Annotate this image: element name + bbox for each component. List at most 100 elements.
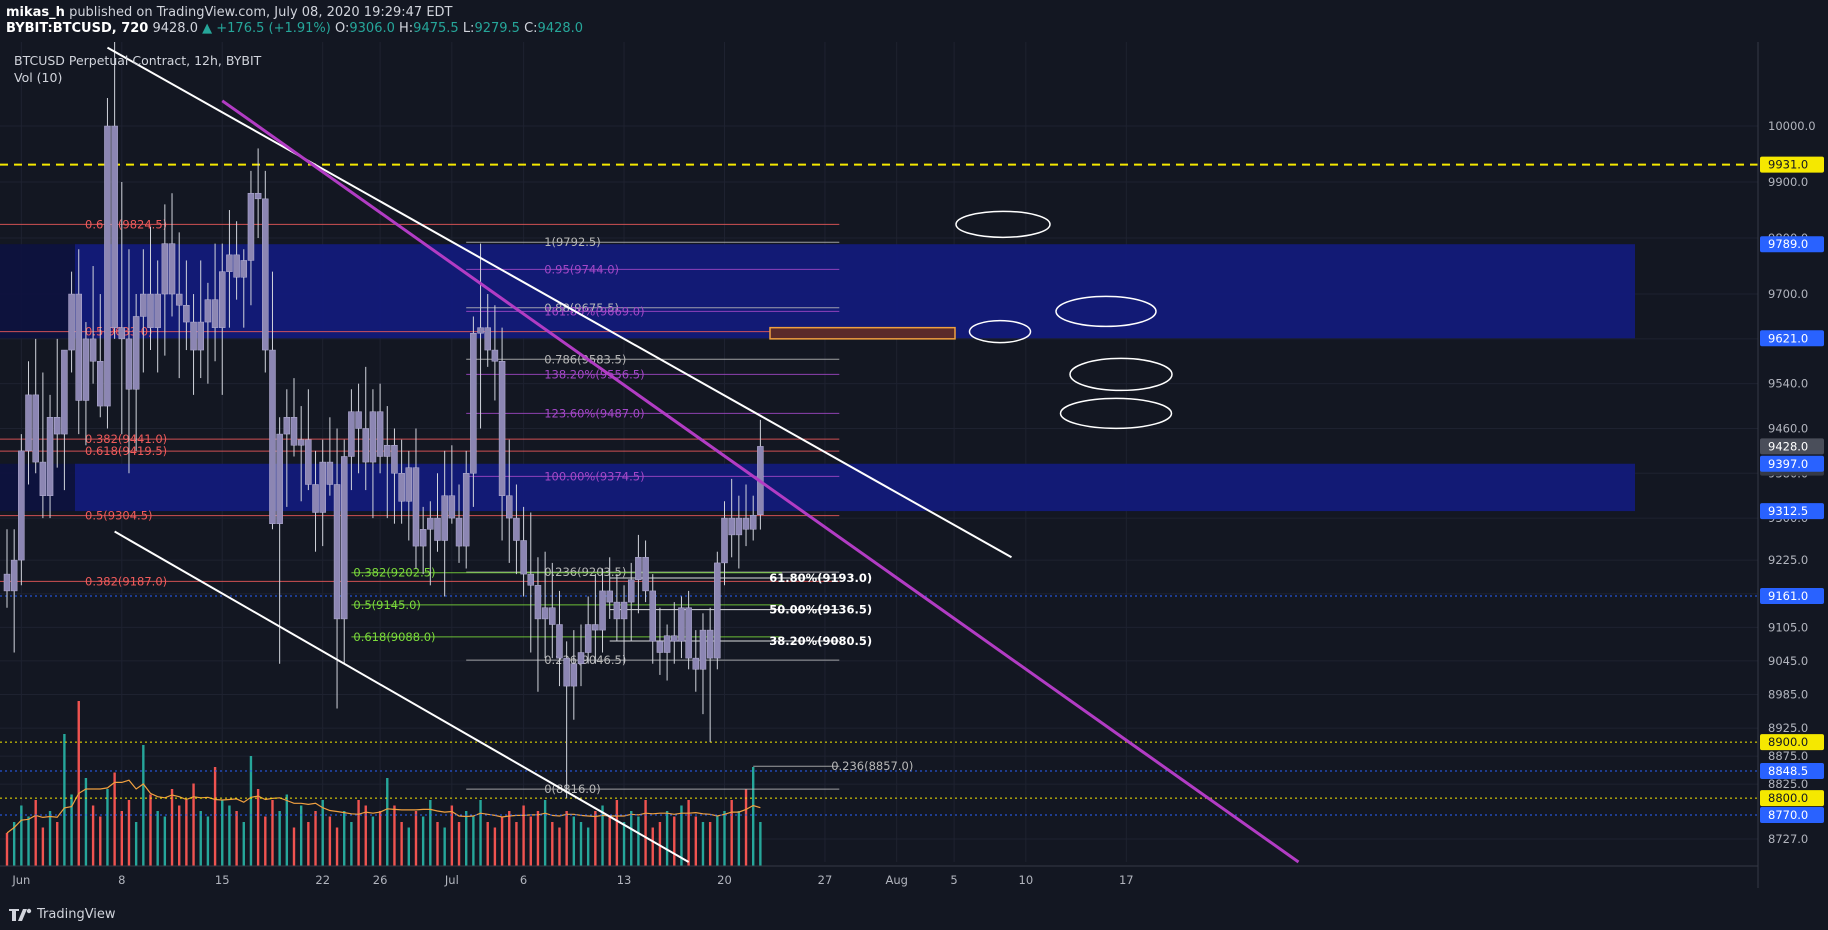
candle-body xyxy=(620,601,628,620)
price-label-box xyxy=(1760,587,1824,604)
price-label-text: 9931.0 xyxy=(1768,158,1808,172)
candle-body xyxy=(39,461,47,496)
time-tick-label: Jul xyxy=(444,873,459,887)
volume-bar xyxy=(192,783,195,866)
candle-body xyxy=(642,557,649,592)
price-label-box xyxy=(1760,790,1824,807)
time-tick-label: 8 xyxy=(118,873,125,887)
candle-body xyxy=(240,260,248,278)
volume-bar xyxy=(486,822,489,866)
time-tick-label: 27 xyxy=(818,873,833,887)
volume-bar xyxy=(407,827,410,866)
candle-body xyxy=(412,467,420,547)
price-label-box xyxy=(1760,455,1824,472)
price-tick-label: 9700.0 xyxy=(1768,287,1808,301)
chart-area[interactable]: 0.618(9824.5)0.5(9633.0)0.382(9441.0)0.6… xyxy=(0,42,1828,906)
trendline-channel-lower xyxy=(114,530,690,863)
volume-bar xyxy=(256,789,260,866)
price-label-box xyxy=(1760,438,1824,455)
time-tick-label: 17 xyxy=(1119,873,1134,887)
volume-bar xyxy=(70,794,73,866)
candle-body xyxy=(75,293,82,401)
zone-rect xyxy=(75,244,1635,339)
price-label-box xyxy=(1760,762,1824,779)
volume-bar xyxy=(414,811,418,866)
volume-bar xyxy=(500,816,504,866)
author-name[interactable]: mikas_h xyxy=(6,5,65,20)
candle-body xyxy=(125,338,133,390)
candle-body xyxy=(714,562,721,659)
volume-bar xyxy=(594,811,597,866)
volume-bar xyxy=(242,822,245,866)
volume-ma-line xyxy=(6,779,761,834)
candle-body xyxy=(448,495,456,519)
annotation-ellipse xyxy=(1055,295,1157,328)
candle-body xyxy=(32,394,39,463)
volume-bar xyxy=(178,805,181,866)
volume-bar xyxy=(292,827,296,866)
candle-body xyxy=(635,557,642,580)
symbol-label[interactable]: BYBIT:BTCUSD, 720 xyxy=(6,21,149,36)
candle-body xyxy=(599,590,606,631)
annotation-ellipse xyxy=(1069,357,1173,392)
volume-bar xyxy=(91,805,95,866)
volume-bar xyxy=(465,811,468,866)
volume-bar xyxy=(737,811,741,866)
candle-body xyxy=(340,456,348,620)
volume-bar xyxy=(551,822,554,866)
fib-level-label: 0.236(9203.5) xyxy=(544,565,626,579)
volume-bar xyxy=(120,811,123,866)
candle-body xyxy=(140,293,147,317)
volume-bar xyxy=(199,811,202,866)
volume-bar xyxy=(436,822,439,866)
price-chart[interactable]: 0.618(9824.5)0.5(9633.0)0.382(9441.0)0.6… xyxy=(0,42,1828,906)
fib-level-label: 38.20%(9080.5) xyxy=(769,634,872,648)
volume-bar xyxy=(5,833,9,866)
fib-level-label: 1(9792.5) xyxy=(544,235,601,249)
volume-bar xyxy=(579,822,583,866)
open-label: O: xyxy=(334,21,350,36)
price-tick-label: 9540.0 xyxy=(1768,377,1808,391)
volume-bar xyxy=(622,822,626,866)
publish-info: mikas_h published on TradingView.com, Ju… xyxy=(6,5,452,20)
candle-body xyxy=(434,517,441,541)
candle-body xyxy=(491,349,499,362)
volume-bar xyxy=(163,816,167,866)
volume-bar xyxy=(307,822,310,866)
time-tick-label: Jun xyxy=(11,873,30,887)
tradingview-brand[interactable]: TradingView xyxy=(8,905,116,923)
volume-bar xyxy=(299,805,303,866)
candle-body xyxy=(577,652,585,664)
price-label-text: 9312.5 xyxy=(1768,504,1808,518)
volume-bar xyxy=(271,800,274,866)
candle-body xyxy=(154,293,161,328)
candle-body xyxy=(570,663,578,687)
candle-body xyxy=(692,657,700,670)
volume-bar xyxy=(328,816,332,866)
candle-body xyxy=(204,299,212,323)
volume-bar xyxy=(249,756,253,866)
candle-body xyxy=(534,585,542,620)
chart-header: mikas_h published on TradingView.com, Ju… xyxy=(0,0,1828,42)
publish-text: published on TradingView.com, July 08, 2… xyxy=(69,5,453,20)
price-label-text: 9161.0 xyxy=(1768,589,1808,603)
volume-bar xyxy=(701,822,705,866)
time-tick-label: 15 xyxy=(215,873,230,887)
candle-body xyxy=(527,573,535,586)
time-tick-label: 20 xyxy=(717,873,732,887)
volume-bar xyxy=(665,811,669,866)
candle-body xyxy=(405,467,413,502)
price-label-box xyxy=(1760,734,1824,751)
candle-body xyxy=(297,439,305,446)
candle-body xyxy=(391,445,398,474)
fib-level-label: 0.618(9824.5) xyxy=(85,217,167,231)
candle-body xyxy=(506,495,513,519)
price-label-text: 9428.0 xyxy=(1768,439,1808,453)
candle-body xyxy=(549,607,556,625)
candle-body xyxy=(305,439,312,485)
price-label-text: 8900.0 xyxy=(1768,735,1808,749)
volume-bar xyxy=(206,816,210,866)
high-label: H: xyxy=(399,21,414,36)
volume-bar xyxy=(637,816,640,866)
candle-body xyxy=(97,361,104,407)
